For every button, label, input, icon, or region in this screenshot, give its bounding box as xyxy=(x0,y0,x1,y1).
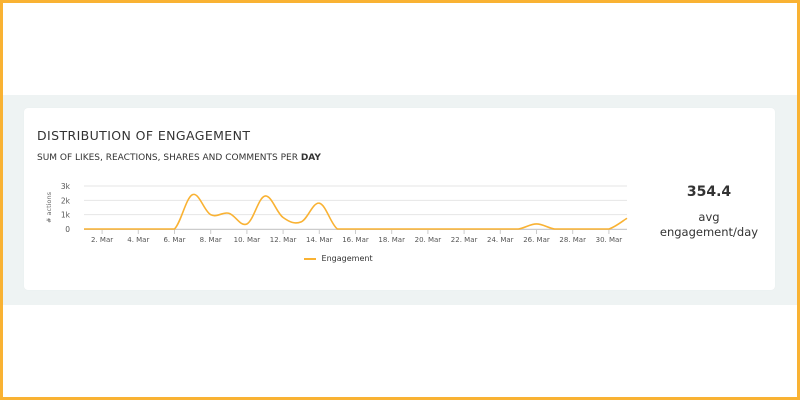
y-tick-label: 1k xyxy=(61,211,71,220)
y-tick-label: 0 xyxy=(65,225,70,234)
x-tick-label: 26. Mar xyxy=(523,236,550,244)
x-tick-label: 4. Mar xyxy=(127,236,149,244)
y-tick-label: 2k xyxy=(61,196,71,205)
y-tick-label: 3k xyxy=(61,182,71,191)
avg-engagement-metric: 354.4 avg engagement/day xyxy=(644,184,774,240)
metric-label: avg engagement/day xyxy=(644,210,774,240)
x-tick-label: 14. Mar xyxy=(306,236,333,244)
legend-swatch xyxy=(304,257,316,260)
x-tick-label: 6. Mar xyxy=(163,236,185,244)
series-line-engagement xyxy=(83,193,628,230)
metric-label-line1: avg xyxy=(698,210,720,224)
x-tick-label: 2. Mar xyxy=(91,236,113,244)
x-tick-label: 20. Mar xyxy=(415,236,442,244)
metric-label-line2: engagement/day xyxy=(659,225,759,239)
engagement-chart: 0 1k 2k 3k # actions 2. Mar 4. Mar 6. Mar 8. Mar… xyxy=(45,182,628,244)
card-subtitle: SUM OF LIKES, REACTIONS, SHARES AND COMM… xyxy=(37,153,321,163)
subtitle-prefix: SUM OF LIKES, REACTIONS, SHARES AND COMM… xyxy=(37,153,301,163)
x-tick-label: 18. Mar xyxy=(378,236,405,244)
card-title: DISTRIBUTION OF ENGAGEMENT xyxy=(37,128,251,143)
y-axis-title: # actions xyxy=(45,191,53,223)
x-tick-label: 22. Mar xyxy=(451,236,478,244)
x-tick-label: 30. Mar xyxy=(596,236,623,244)
x-tick-label: 12. Mar xyxy=(270,236,297,244)
x-tick-label: 16. Mar xyxy=(342,236,369,244)
subtitle-emphasis: DAY xyxy=(300,153,321,163)
legend-label-engagement: Engagement xyxy=(321,254,373,263)
x-tick-label: 10. Mar xyxy=(234,236,261,244)
engagement-card: DISTRIBUTION OF ENGAGEMENT SUM OF LIKES,… xyxy=(24,108,775,290)
metric-value: 354.4 xyxy=(686,184,732,200)
chart-legend[interactable]: Engagement xyxy=(304,254,373,263)
x-tick-label: 28. Mar xyxy=(559,236,586,244)
x-tick-label: 24. Mar xyxy=(487,236,514,244)
x-tick-label: 8. Mar xyxy=(200,236,222,244)
